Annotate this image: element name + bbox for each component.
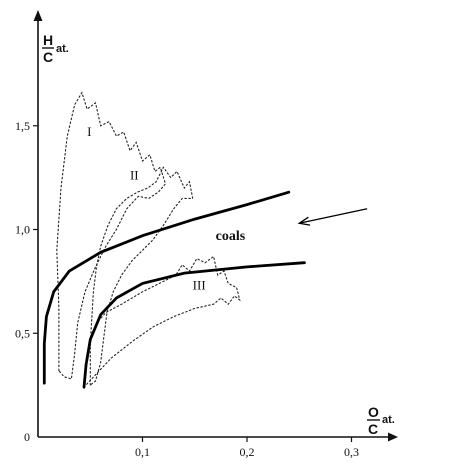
y-tick-label: 0 — [24, 430, 30, 444]
x-axis-arrowhead — [388, 432, 398, 442]
y-axis-label-suffix: at. — [56, 43, 69, 55]
region-label-i: I — [87, 124, 91, 139]
y-axis-arrowhead — [33, 10, 43, 21]
x-axis-label-denominator: C — [368, 421, 378, 437]
lower-band-boundary — [82, 261, 306, 389]
x-axis-label-numerator: O — [368, 404, 379, 420]
y-axis-label: H C at. — [42, 32, 69, 65]
region-ii-outline — [89, 166, 194, 386]
y-tick-label: 1,5 — [15, 119, 30, 133]
ticks-layer: 0,1 0,2 0,3 0 0,5 1,0 1,5 — [15, 119, 359, 459]
x-tick-label: 0,1 — [135, 445, 150, 459]
x-axis-label-suffix: at. — [382, 414, 395, 426]
coals-label: coals — [216, 229, 246, 244]
regions-layer — [56, 91, 241, 388]
region-iii-outline — [83, 255, 241, 388]
region-label-ii: II — [130, 168, 139, 183]
y-axis-label-denominator: C — [43, 49, 53, 65]
arrow-head — [297, 216, 311, 226]
arrow-shaft — [299, 208, 368, 224]
x-tick-label: 0,3 — [344, 445, 359, 459]
x-axis-label: O C at. — [367, 404, 395, 437]
coal-band-layer — [42, 190, 306, 389]
upper-band-boundary — [42, 190, 291, 385]
region-i-outline — [56, 91, 167, 380]
region-label-iii: III — [193, 278, 206, 293]
x-tick-label: 0,2 — [240, 445, 255, 459]
y-tick-label: 0,5 — [15, 326, 30, 340]
y-tick-label: 1,0 — [15, 223, 30, 237]
y-axis-label-numerator: H — [43, 32, 53, 48]
arrow-layer — [297, 208, 368, 226]
